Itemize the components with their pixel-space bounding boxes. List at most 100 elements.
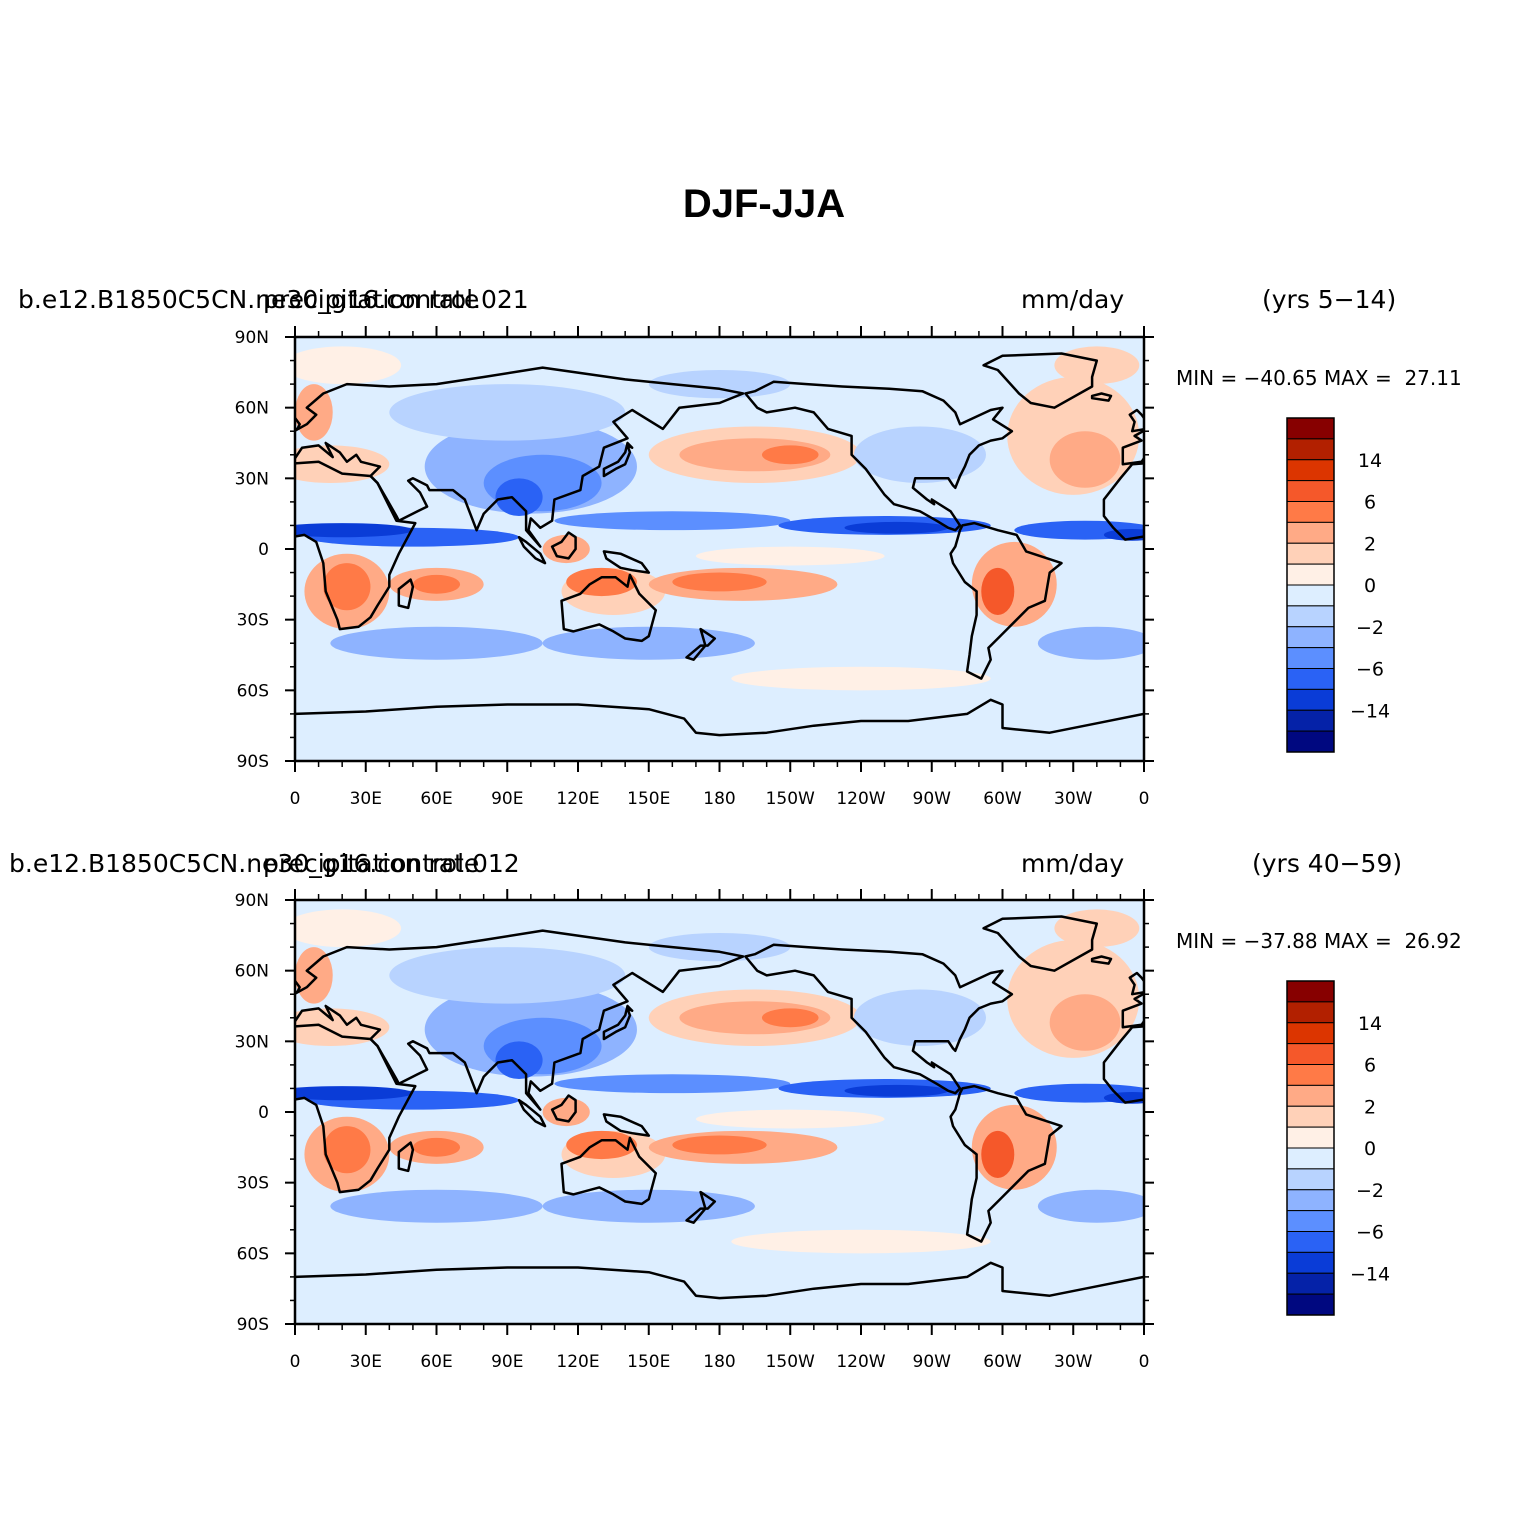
lon-tick-label: 30E	[350, 789, 382, 809]
colorbar-swatch	[1286, 584, 1335, 607]
itcz-e-pacific-core	[844, 521, 949, 534]
colorbar-frame	[1286, 980, 1335, 1316]
figure-title: DJF-JJA	[682, 182, 846, 226]
coastline-greenland	[982, 915, 1099, 972]
colorbar-swatch	[1286, 542, 1335, 565]
lat-tick-label: 90N	[235, 328, 269, 348]
lon-tick-label: 90W	[913, 1352, 952, 1372]
lon-tick-label: 30E	[350, 1352, 382, 1372]
n-pacific-core-2	[761, 1008, 819, 1028]
coastline-madagascar	[397, 1141, 415, 1173]
lon-tick-label: 90W	[913, 789, 952, 809]
colorbar-swatch	[1286, 605, 1335, 628]
lon-tick-label: 150W	[766, 1352, 815, 1372]
panel-2-case-label: b.e12.B1850C5CN.ne30_g16.control.012	[9, 849, 520, 878]
spcz-core	[672, 1135, 767, 1155]
coastline-newguinea	[602, 550, 651, 574]
panel-1-max-value: 27.11	[1404, 366, 1462, 390]
lon-tick-label: 30W	[1054, 789, 1093, 809]
panel-1-min-value: −40.65	[1243, 366, 1318, 390]
coastline-eurasia	[295, 929, 745, 1111]
panel-2-max-label: MAX =	[1323, 929, 1392, 953]
coastline-australia	[560, 573, 658, 643]
colorbar-swatch	[1286, 647, 1335, 669]
africa-pos-core	[323, 563, 371, 611]
colorbar-swatch	[1286, 688, 1335, 711]
lat-tick-label: 30S	[237, 611, 269, 631]
colorbar-swatch	[1286, 626, 1335, 649]
mediterranean-pos	[295, 445, 390, 484]
coastline-borneo	[550, 531, 577, 560]
africa-pos-core	[323, 1126, 371, 1174]
colorbar-swatch	[1286, 1064, 1335, 1086]
lon-tick-label: 150W	[766, 789, 815, 809]
mediterranean-pos	[295, 1008, 390, 1047]
colorbar-label: −2	[1356, 617, 1384, 639]
lon-tick-label: 120E	[556, 1352, 599, 1372]
colorbar-swatch	[1286, 1084, 1335, 1107]
coastline-sumatra	[517, 1098, 547, 1128]
colorbar-label: −6	[1356, 1222, 1384, 1244]
coastline-iceland	[1090, 955, 1113, 965]
lon-tick-label: 60E	[420, 1352, 452, 1372]
lat-tick-label: 0	[258, 1103, 269, 1123]
panel-2-min-label: MIN =	[1176, 929, 1238, 953]
lon-tick-label: 30W	[1054, 1352, 1093, 1372]
panel-2-colorbar: 14 6 2 0 −2 −6 −14	[1286, 980, 1390, 1316]
panel-1-min-label: MIN =	[1176, 366, 1238, 390]
arctic-pos	[295, 346, 402, 385]
panel-1-field	[295, 337, 1144, 761]
colorbar-label: −14	[1350, 700, 1390, 722]
n-america-neg	[853, 989, 986, 1047]
lat-tick-label: 30N	[235, 469, 269, 489]
coastline-nz	[685, 1190, 717, 1224]
colorbar-swatch	[1286, 1210, 1335, 1232]
itcz-pacific-neg	[554, 511, 791, 531]
arctic-pos	[295, 909, 402, 948]
lon-tick-label: 120W	[836, 789, 885, 809]
lat-tick-label: 0	[258, 540, 269, 560]
lon-tick-label: 150E	[627, 1352, 670, 1372]
lon-tick-label: 60E	[420, 789, 452, 809]
panel-1-case-label: b.e12.B1850C5CN.ne30_g16.control.021	[18, 285, 529, 314]
lat-tick-label: 90S	[237, 752, 269, 772]
panel-1-min-max: MIN = −40.65 MAX = 27.11	[1176, 366, 1462, 390]
lat-tick-label: 60N	[235, 399, 269, 419]
australia-core	[566, 567, 637, 597]
panel-2-coastlines	[295, 915, 1144, 1300]
itcz-africa-neg	[295, 523, 413, 538]
colorbar-label: 6	[1364, 1055, 1376, 1077]
siberia-neg	[389, 384, 626, 441]
lat-tick-label: 60S	[237, 1244, 269, 1264]
colorbar-swatch	[1286, 1168, 1335, 1191]
coastline-eurasia	[295, 366, 745, 548]
colorbar-swatch	[1286, 1293, 1335, 1316]
indian-ocean-core	[412, 574, 461, 594]
panel-2-variable-label: precipitation rate	[263, 849, 480, 878]
lon-tick-label: 180	[703, 789, 735, 809]
colorbar-label: 0	[1364, 575, 1376, 597]
itcz-africa-neg	[295, 1086, 413, 1101]
panel-1-units-label: mm/day	[1021, 285, 1125, 314]
lon-tick-label: 0	[290, 1352, 301, 1372]
colorbar-swatch	[1286, 980, 1335, 1003]
colorbar-label: 14	[1358, 450, 1382, 472]
north-atlantic-core	[1049, 431, 1121, 488]
panel-1-coastlines	[295, 352, 1144, 737]
panel-2-period-label: (yrs 40−59)	[1252, 849, 1403, 878]
colorbar-swatch	[1286, 501, 1335, 523]
colorbar-swatch	[1286, 1189, 1335, 1212]
lon-tick-label: 60W	[983, 1352, 1022, 1372]
colorbar-label: 0	[1364, 1138, 1376, 1160]
panel-2-min-value: −37.88	[1243, 929, 1318, 953]
asia-neg-deep	[495, 1041, 543, 1080]
s-america-core	[981, 567, 1015, 615]
coastline-antarctica	[295, 698, 1144, 737]
southern-ocean-neg-1	[330, 1189, 543, 1223]
coastline-sumatra	[517, 535, 547, 565]
coastline-madagascar	[397, 578, 415, 610]
coastline-australia	[560, 1136, 658, 1206]
lon-tick-label: 120W	[836, 1352, 885, 1372]
southern-ocean-neg-3	[1037, 626, 1144, 660]
lon-tick-label: 0	[290, 789, 301, 809]
